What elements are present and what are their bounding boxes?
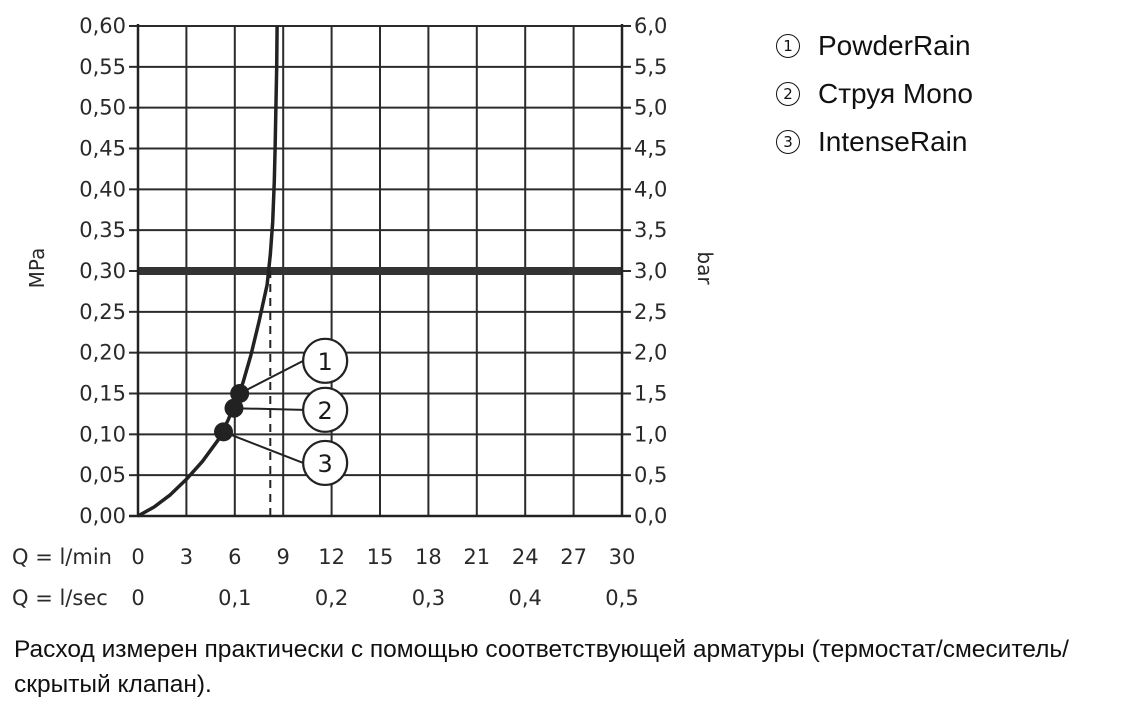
x-tick-label-lmin: 15 (367, 545, 394, 569)
callout-leaders (223, 359, 304, 464)
x-tick-label-lmin: 3 (180, 545, 193, 569)
y2-tick-label: 3,0 (634, 259, 667, 283)
y2-tick-label: 2,0 (634, 341, 667, 365)
callout-circle-3 (302, 439, 349, 487)
footnote: Расход измерен практически с помощью соо… (14, 636, 1069, 698)
legend-label-powderrain: PowderRain (818, 30, 971, 61)
callout-circle-2 (302, 386, 349, 433)
flow-curve (137, 25, 279, 518)
y-tick-label: 0,00 (79, 504, 126, 528)
legend-item-powderrain: 1 PowderRain (776, 22, 973, 70)
x-axis-label-lmin: Q = l/min (12, 545, 112, 569)
x-tick-label-lmin: 0 (131, 545, 144, 569)
data-points (214, 384, 250, 442)
y-tick-label: 0,35 (79, 218, 126, 242)
y2-tick-label: 1,5 (634, 382, 667, 406)
callout-number-1: 1 (318, 348, 333, 376)
y2-tick-label: 2,5 (634, 300, 667, 324)
y-tick-label: 0,20 (79, 341, 126, 365)
x-tick-label-lmin: 18 (415, 545, 442, 569)
legend-number-1: 1 (776, 34, 800, 58)
callout-leader-3 (223, 430, 304, 464)
x-tick-label-lsec: 0,1 (218, 586, 251, 610)
y-tick-label: 0,15 (79, 382, 126, 406)
x-tick-label-lmin: 9 (277, 545, 290, 569)
x-axis-label-lsec: Q = l/sec (12, 586, 108, 610)
y-tick-label: 0,60 (79, 14, 126, 38)
x-tick-labels: 0 3 6 9 12 15 18 21 24 27 30 0 0,1 0,2 0,3 0,4 0,5 (131, 545, 638, 610)
legend: 1 PowderRain 2 Струя Mono 3 IntenseRain (776, 22, 973, 166)
x-tick-label-lmin: 6 (228, 545, 241, 569)
x-tick-label-lsec: 0,2 (315, 586, 348, 610)
y2-tick-label: 1,0 (634, 422, 667, 446)
x-tick-label-lsec: 0 (131, 586, 144, 610)
y2-tick-label: 0,0 (634, 504, 667, 528)
y2-tick-label: 5,5 (634, 55, 667, 79)
legend-item-intenserain: 3 IntenseRain (776, 118, 973, 166)
callout-circle-1 (302, 337, 349, 384)
y2-tick-label: 3,5 (634, 218, 667, 242)
data-point-3 (214, 422, 234, 442)
y2-tick-label: 4,0 (634, 177, 667, 201)
x-tick-label-lmin: 24 (512, 545, 539, 569)
y-tick-label: 0,55 (79, 55, 126, 79)
y2-tick-label: 5,0 (634, 96, 667, 120)
y-tick-labels: 0,00 0,05 0,10 0,15 0,20 0,25 0,30 0,35 0,40 0,45… (79, 14, 126, 528)
x-tick-label-lsec: 0,3 (412, 586, 445, 610)
y-tick-label: 0,50 (79, 96, 126, 120)
y2-tick-labels: 0,0 0,5 1,0 1,5 2,0 2,5 3,0 3,5 4,0 4,5 5,0 5,5 6,0 (634, 14, 667, 528)
y-tick-label: 0,45 (79, 137, 126, 161)
y2-tick-label: 6,0 (634, 14, 667, 38)
callout-circles: 1 2 3 (302, 337, 349, 487)
y-tick-label: 0,10 (79, 422, 126, 446)
legend-number-3: 3 (776, 130, 800, 154)
y-tick-label: 0,30 (79, 259, 126, 283)
y-tick-label: 0,40 (79, 177, 126, 201)
x-tick-label-lmin: 27 (560, 545, 587, 569)
legend-number-2: 2 (776, 82, 800, 106)
y-tick-label: 0,05 (79, 463, 126, 487)
data-point-2 (224, 398, 244, 418)
chart-axes (129, 24, 631, 518)
x-tick-label-lmin: 12 (318, 545, 345, 569)
callout-leader-1 (239, 359, 304, 395)
x-tick-label-lsec: 0,4 (508, 586, 541, 610)
x-tick-label-lsec: 0,5 (605, 586, 638, 610)
y2-tick-label: 0,5 (634, 463, 667, 487)
y2-axis-label: bar (693, 251, 717, 285)
legend-item-mono: 2 Струя Mono (776, 70, 973, 118)
callout-number-3: 3 (318, 450, 333, 478)
pressure-flow-chart: 123 0,000,050,100,150,200,250,300,350,40… (12, 14, 717, 610)
x-tick-label-lmin: 30 (609, 545, 636, 569)
callout-number-2: 2 (318, 397, 333, 425)
callout-leader-2 (233, 407, 304, 411)
flow-curve-group (137, 25, 279, 518)
y-axis-label: MPa (25, 248, 49, 289)
legend-label-mono: Струя Mono (818, 78, 973, 109)
y2-tick-label: 4,5 (634, 137, 667, 161)
data-point-1 (230, 384, 250, 403)
y-tick-label: 0,25 (79, 300, 126, 324)
legend-label-intenserain: IntenseRain (818, 126, 968, 157)
x-tick-label-lmin: 21 (463, 545, 490, 569)
